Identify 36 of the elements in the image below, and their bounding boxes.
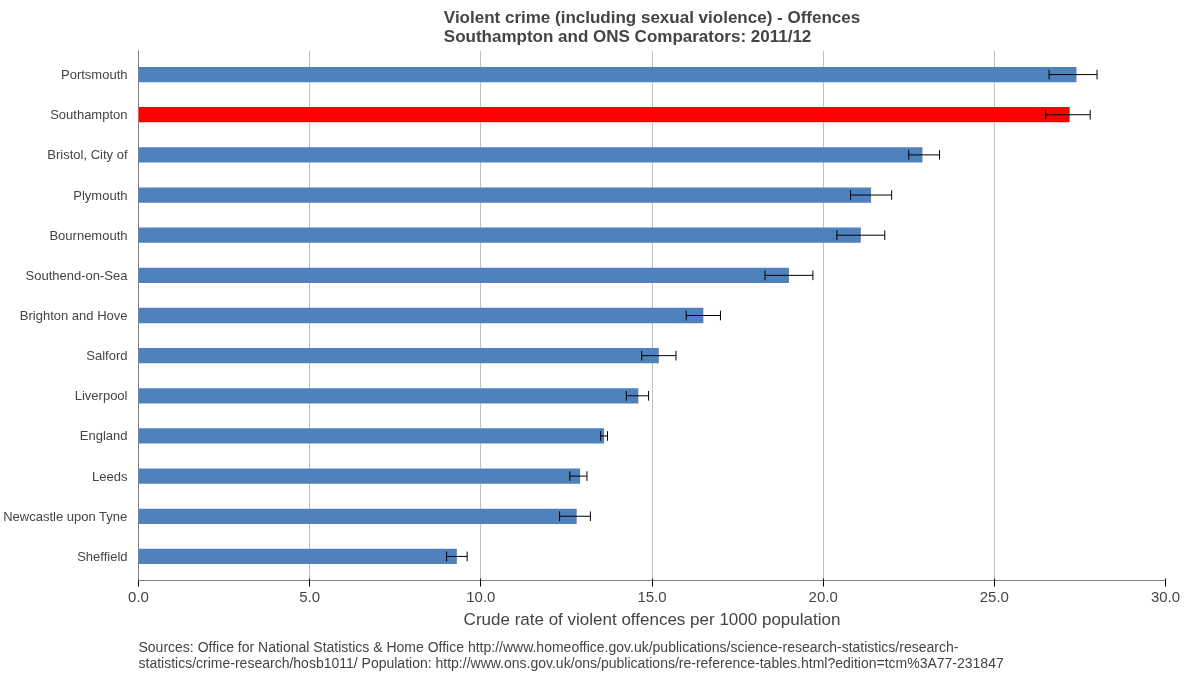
y-tick-label: Plymouth	[73, 187, 128, 203]
bar	[138, 66, 1077, 83]
y-tick-label: Newcastle upon Tyne	[3, 508, 128, 524]
x-tick-label: 30.0	[1150, 587, 1181, 605]
bar	[138, 307, 704, 324]
bar	[138, 107, 1070, 123]
y-tick-label: Southampton	[50, 107, 128, 123]
bar	[138, 187, 872, 203]
x-tick-label: 25.0	[979, 587, 1009, 605]
bar	[138, 267, 789, 283]
y-tick-label: Portsmouth	[61, 67, 128, 83]
y-tick-label: Leeds	[92, 468, 128, 484]
y-tick-label: Bournemouth	[49, 227, 128, 243]
y-tick-label: Southend-on-Sea	[25, 267, 129, 283]
y-tick-label: Bristol, City of	[47, 147, 128, 163]
bar	[138, 548, 457, 565]
y-tick-label: Sheffield	[77, 548, 128, 564]
y-tick-label: Brighton and Hove	[19, 308, 128, 323]
bar	[138, 428, 605, 444]
source-note: Sources: Office for National Statistics & Home Office http://www.homeoffice.gov.uk/publications/science-research-statistics/research- statistics/crime-research/hosb1011/ Population: http://www.ons.gov.uk/ons/publications/re-reference-tables.html?edition=tcm%3A77-231847	[138, 638, 1004, 671]
bar	[138, 348, 659, 364]
bar	[138, 468, 581, 484]
x-axis-title: Crude rate of violent offences per 1000 population	[463, 609, 841, 629]
y-tick-label: England	[79, 428, 128, 444]
bar	[138, 147, 923, 163]
bar	[138, 227, 861, 243]
bar	[138, 508, 577, 524]
bar	[138, 388, 639, 404]
y-tick-label: Liverpool	[74, 388, 128, 404]
y-tick-label: Salford	[86, 348, 128, 364]
x-tick-label: 15.0	[637, 587, 667, 605]
chart-title: Violent crime (including sexual violence) - Offences Southampton and ONS Comparators: 2011/12	[443, 7, 861, 46]
x-tick-label: 10.0	[466, 587, 496, 605]
x-tick-label: 0.0	[128, 587, 149, 605]
x-tick-label: 5.0	[299, 587, 321, 605]
x-tick-label: 20.0	[808, 587, 838, 605]
